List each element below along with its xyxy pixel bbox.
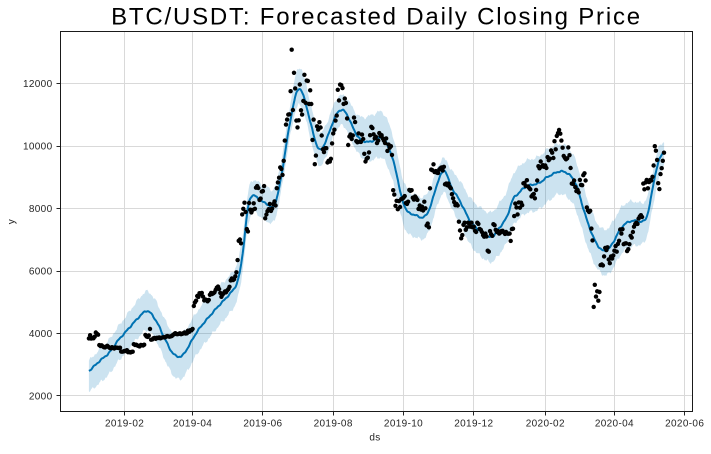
svg-text:2019-06: 2019-06	[243, 419, 282, 430]
svg-text:2000: 2000	[29, 391, 53, 402]
svg-text:4000: 4000	[29, 329, 53, 340]
svg-text:2020-02: 2020-02	[526, 419, 565, 430]
svg-text:2019-04: 2019-04	[173, 419, 212, 430]
svg-text:6000: 6000	[29, 267, 53, 278]
svg-text:2020-06: 2020-06	[665, 419, 704, 430]
svg-text:ds: ds	[369, 433, 380, 444]
svg-text:2020-04: 2020-04	[595, 419, 634, 430]
svg-text:2019-02: 2019-02	[105, 419, 144, 430]
svg-text:12000: 12000	[23, 79, 53, 90]
svg-text:10000: 10000	[23, 142, 53, 153]
svg-text:BTC/USDT: Forecasted Daily Clo: BTC/USDT: Forecasted Daily Closing Price	[111, 4, 642, 31]
svg-text:2019-08: 2019-08	[314, 419, 353, 430]
svg-text:y: y	[7, 219, 18, 224]
svg-text:2019-10: 2019-10	[384, 419, 423, 430]
svg-text:2019-12: 2019-12	[454, 419, 493, 430]
svg-text:8000: 8000	[29, 204, 53, 215]
